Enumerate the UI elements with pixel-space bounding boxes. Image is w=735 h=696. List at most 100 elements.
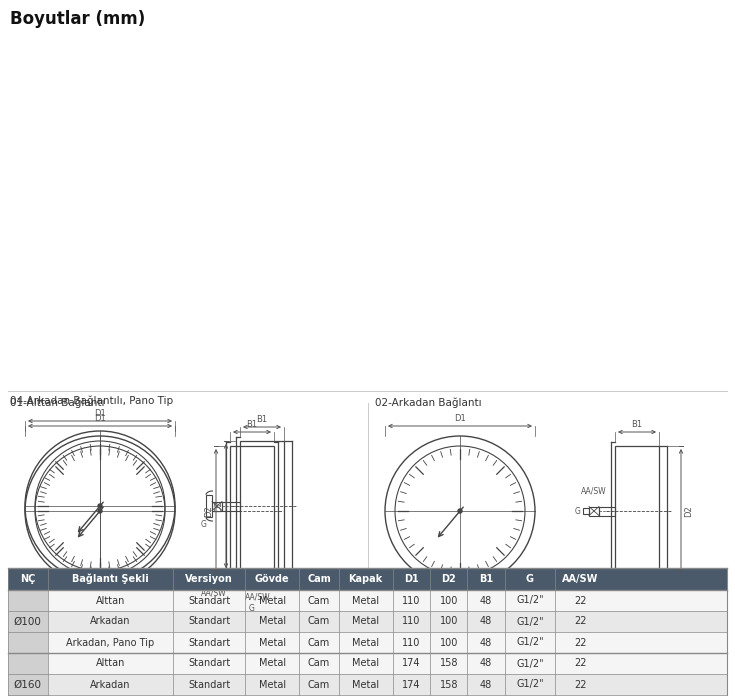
Text: G1/2": G1/2" bbox=[516, 596, 544, 606]
Text: 158: 158 bbox=[440, 679, 458, 690]
Bar bbox=[95, 586, 105, 592]
Text: 174: 174 bbox=[402, 658, 420, 668]
Bar bbox=[8, 695, 727, 696]
Bar bbox=[240, 441, 284, 571]
Text: Boyutlar (mm): Boyutlar (mm) bbox=[10, 10, 146, 28]
Text: 110: 110 bbox=[402, 638, 420, 647]
Text: Arkadan, Pano Tip: Arkadan, Pano Tip bbox=[66, 638, 154, 647]
Text: 110: 110 bbox=[402, 617, 420, 626]
Text: Arkadan: Arkadan bbox=[90, 617, 131, 626]
Text: Cam: Cam bbox=[307, 574, 331, 584]
Text: Cam: Cam bbox=[308, 679, 330, 690]
Text: 100: 100 bbox=[440, 596, 458, 606]
Text: G1/2": G1/2" bbox=[516, 617, 544, 626]
Text: Metal: Metal bbox=[352, 617, 379, 626]
Bar bbox=[615, 446, 659, 576]
Text: Standart: Standart bbox=[188, 617, 231, 626]
Text: Ø100: Ø100 bbox=[14, 617, 42, 626]
Text: Bağlantı Şekli: Bağlantı Şekli bbox=[72, 574, 148, 584]
Text: D1: D1 bbox=[404, 574, 419, 584]
Text: 48: 48 bbox=[480, 658, 492, 668]
Text: 22: 22 bbox=[574, 658, 587, 668]
Bar bbox=[247, 576, 257, 590]
Bar bbox=[244, 590, 260, 597]
Bar bbox=[589, 507, 599, 516]
Text: Cam: Cam bbox=[308, 617, 330, 626]
Text: Alttan: Alttan bbox=[96, 596, 125, 606]
Text: 22: 22 bbox=[574, 638, 587, 647]
Text: 174: 174 bbox=[402, 679, 420, 690]
Text: AA/SW: AA/SW bbox=[581, 486, 607, 495]
Text: 48: 48 bbox=[480, 596, 492, 606]
Circle shape bbox=[98, 509, 102, 513]
Text: 22: 22 bbox=[574, 679, 587, 690]
Bar bbox=[93, 606, 107, 613]
Text: AA/SW: AA/SW bbox=[562, 574, 598, 584]
Text: G: G bbox=[249, 604, 255, 613]
Text: Metal: Metal bbox=[259, 658, 286, 668]
Text: Metal: Metal bbox=[259, 638, 286, 647]
Text: B1: B1 bbox=[257, 415, 268, 424]
Bar bbox=[96, 613, 104, 618]
Text: D2: D2 bbox=[214, 500, 223, 512]
Text: Cam: Cam bbox=[308, 638, 330, 647]
Text: G: G bbox=[526, 574, 534, 584]
Bar bbox=[8, 653, 48, 696]
Bar bbox=[212, 502, 222, 510]
Bar bbox=[8, 653, 727, 674]
Text: Metal: Metal bbox=[259, 596, 286, 606]
Text: Cam: Cam bbox=[308, 658, 330, 668]
Text: Versiyon: Versiyon bbox=[185, 574, 233, 584]
Text: 04-Arkadan Bağlantılı, Pano Tip: 04-Arkadan Bağlantılı, Pano Tip bbox=[10, 396, 173, 406]
Text: 22: 22 bbox=[574, 596, 587, 606]
Text: NÇ: NÇ bbox=[20, 574, 35, 584]
Text: Arkadan: Arkadan bbox=[90, 679, 131, 690]
Text: Ø160: Ø160 bbox=[14, 679, 42, 690]
Text: Standart: Standart bbox=[188, 679, 231, 690]
Text: 48: 48 bbox=[480, 638, 492, 647]
Bar bbox=[8, 674, 727, 695]
Text: AA/SW: AA/SW bbox=[201, 588, 227, 597]
Text: 22: 22 bbox=[574, 617, 587, 626]
Text: G1/2": G1/2" bbox=[516, 638, 544, 647]
Text: B1: B1 bbox=[246, 420, 257, 429]
Text: B1: B1 bbox=[631, 420, 642, 429]
Text: D1: D1 bbox=[94, 409, 106, 418]
Text: Standart: Standart bbox=[188, 658, 231, 668]
Text: D1: D1 bbox=[454, 414, 466, 423]
Text: Cam: Cam bbox=[308, 596, 330, 606]
Bar bbox=[599, 507, 615, 516]
Text: B1: B1 bbox=[479, 574, 493, 584]
Text: D1: D1 bbox=[94, 414, 106, 423]
Text: Standart: Standart bbox=[188, 638, 231, 647]
Text: Metal: Metal bbox=[352, 658, 379, 668]
Text: D2: D2 bbox=[442, 574, 456, 584]
Text: 100: 100 bbox=[440, 638, 458, 647]
Text: D2: D2 bbox=[204, 505, 213, 517]
Text: G: G bbox=[201, 520, 207, 529]
Text: 01-Alttan Bağlantı: 01-Alttan Bağlantı bbox=[10, 397, 104, 408]
Text: AA/SW: AA/SW bbox=[245, 593, 270, 602]
Text: Metal: Metal bbox=[352, 638, 379, 647]
Bar bbox=[222, 502, 240, 510]
Bar bbox=[8, 611, 727, 632]
Text: Metal: Metal bbox=[352, 596, 379, 606]
Text: Metal: Metal bbox=[259, 617, 286, 626]
Bar bbox=[247, 597, 257, 602]
Bar bbox=[206, 495, 212, 517]
Text: Metal: Metal bbox=[259, 679, 286, 690]
Text: Standart: Standart bbox=[188, 596, 231, 606]
Text: G1/2": G1/2" bbox=[516, 679, 544, 690]
Bar bbox=[96, 592, 104, 606]
Circle shape bbox=[98, 504, 102, 508]
Text: Alttan: Alttan bbox=[96, 658, 125, 668]
Bar bbox=[583, 508, 589, 514]
Text: Gövde: Gövde bbox=[255, 574, 290, 584]
Text: D2: D2 bbox=[684, 505, 693, 517]
Text: 100: 100 bbox=[440, 617, 458, 626]
Bar bbox=[8, 590, 48, 653]
Text: 48: 48 bbox=[480, 617, 492, 626]
Bar bbox=[8, 590, 727, 611]
Text: G: G bbox=[575, 507, 581, 516]
Bar bbox=[8, 568, 727, 590]
